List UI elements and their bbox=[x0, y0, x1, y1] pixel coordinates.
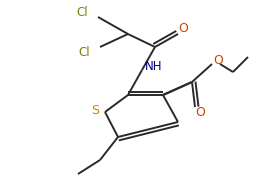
Text: O: O bbox=[213, 55, 223, 68]
Text: Cl: Cl bbox=[76, 6, 88, 18]
Text: Cl: Cl bbox=[78, 46, 90, 59]
Text: O: O bbox=[178, 22, 188, 36]
Text: O: O bbox=[195, 107, 205, 119]
Text: NH: NH bbox=[145, 60, 163, 74]
Text: S: S bbox=[91, 103, 99, 117]
